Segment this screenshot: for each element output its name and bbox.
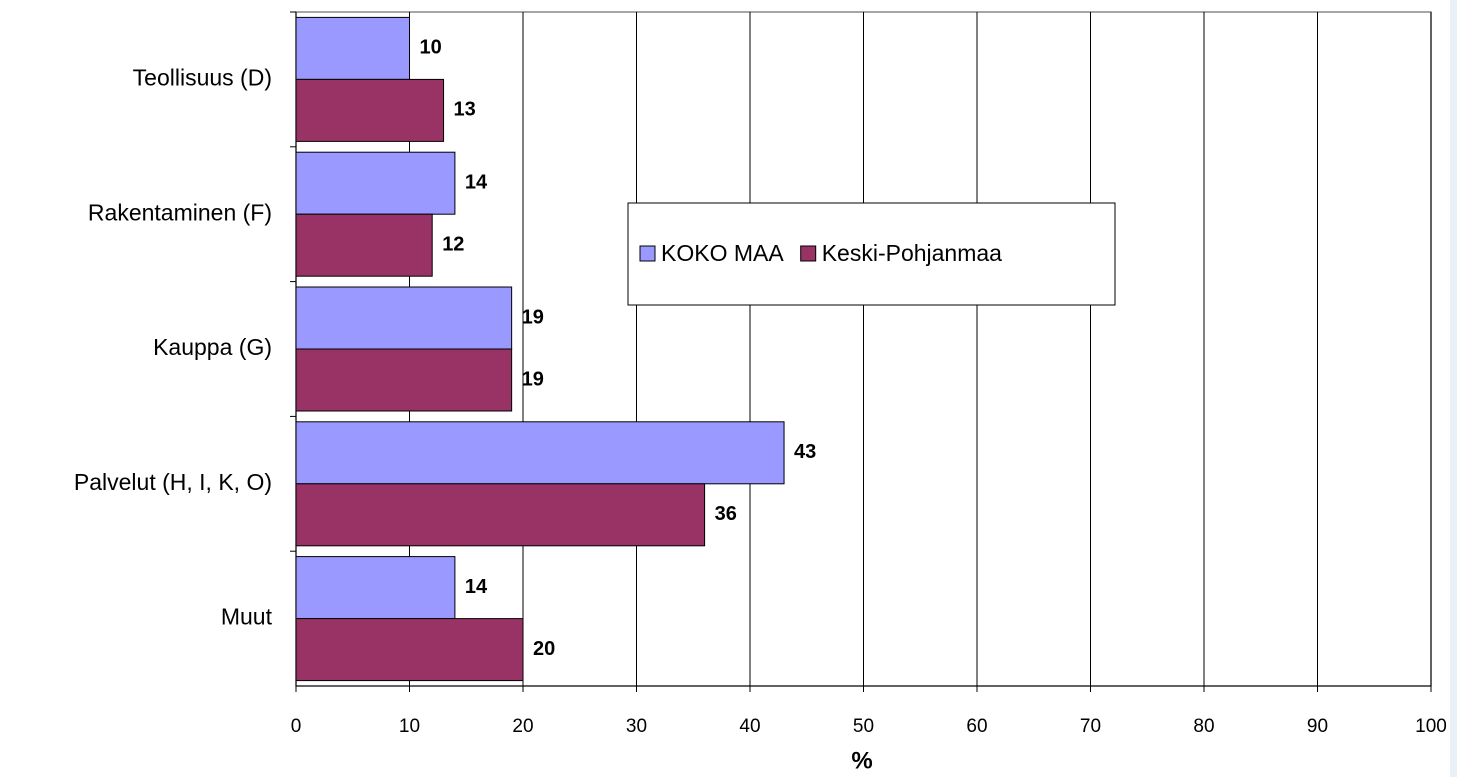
y-tick-label: Teollisuus (D) [133, 64, 272, 90]
bar [295, 556, 456, 620]
y-tick-label: Palvelut (H, I, K, O) [74, 469, 272, 495]
bar [295, 213, 433, 277]
y-tick-label: Muut [221, 604, 273, 630]
window-edge [1450, 0, 1457, 777]
data-label: 20 [533, 638, 555, 660]
legend-label: KOKO MAA [661, 240, 784, 266]
data-label: 10 [420, 37, 442, 59]
x-tick-label: 20 [512, 716, 533, 737]
x-axis-title: % [851, 747, 872, 774]
x-tick-label: 30 [626, 716, 647, 737]
data-label: 19 [522, 306, 544, 328]
bar [295, 483, 706, 547]
y-tick-label: Kauppa (G) [153, 334, 272, 360]
bar [295, 286, 513, 350]
x-tick-label: 90 [1307, 716, 1328, 737]
data-label: 19 [522, 368, 544, 390]
x-tick-label: 80 [1193, 716, 1214, 737]
bar [295, 78, 445, 142]
x-tick-label: 70 [1080, 716, 1101, 737]
x-tick-label: 60 [966, 716, 987, 737]
legend-label: Keski-Pohjanmaa [822, 240, 1002, 266]
x-tick-label: 100 [1415, 716, 1447, 737]
bar [295, 16, 410, 80]
data-label: 43 [794, 441, 816, 463]
x-tick-label: 50 [853, 716, 874, 737]
data-label: 36 [715, 503, 737, 525]
legend-swatch [639, 245, 656, 262]
bar [295, 421, 785, 485]
data-label: 14 [465, 576, 488, 598]
bar [295, 618, 524, 682]
data-label: 13 [454, 99, 476, 121]
legend: KOKO MAA Keski-Pohjanmaa [627, 202, 1116, 306]
x-tick-label: 0 [291, 716, 302, 737]
bar [295, 348, 513, 412]
data-label: 14 [465, 171, 488, 193]
x-tick-label: 40 [739, 716, 760, 737]
y-tick-label: Rakentaminen (F) [88, 199, 272, 225]
legend-box [627, 202, 1116, 306]
x-tick-label: 10 [399, 716, 420, 737]
bar [295, 151, 456, 215]
data-label: 12 [442, 233, 464, 255]
legend-swatch [800, 245, 817, 262]
